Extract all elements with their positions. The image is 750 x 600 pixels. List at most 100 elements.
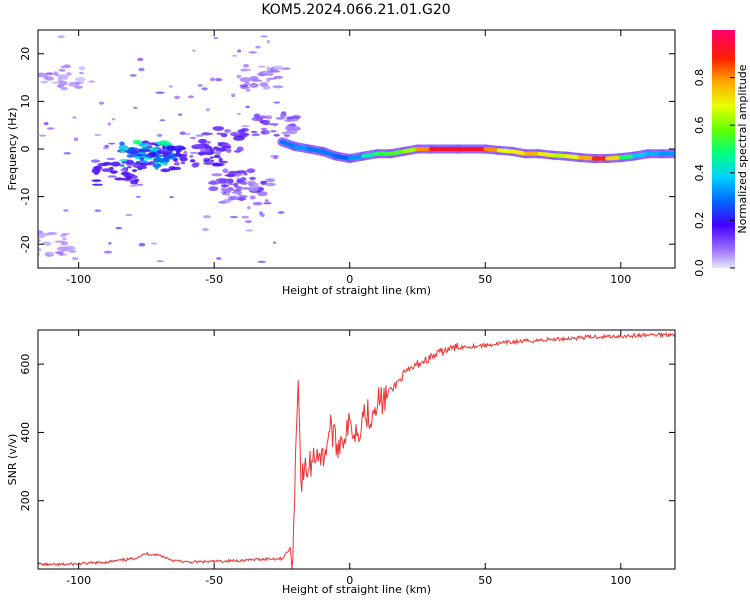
spectrogram-speckle: [102, 147, 109, 150]
spectrogram-speckle: [168, 85, 173, 88]
spectrogram-speckle: [91, 168, 101, 174]
spectrogram-speckle: [222, 168, 229, 174]
spectrogram-speckle: [56, 251, 62, 254]
snr-x-tick-label: 50: [478, 574, 492, 587]
spectrogram-speckle: [233, 136, 245, 141]
spectrogram-speckle: [273, 65, 284, 71]
spectrogram-speckle: [236, 192, 242, 196]
spectrogram-speckle: [266, 40, 270, 44]
spectrogram-speckle: [43, 122, 49, 126]
spectrogram-speckle: [260, 35, 268, 38]
spectrogram-speckle: [118, 145, 129, 150]
spectrogram-speckle: [213, 146, 220, 150]
spectrogram-speckle: [236, 146, 244, 152]
spectrogram-ridge-segment: [334, 154, 352, 161]
spectrogram-speckle: [243, 63, 249, 68]
spectrogram-speckle: [244, 220, 252, 224]
spectrogram-speckle: [64, 245, 76, 251]
spectrogram-speckle: [114, 177, 125, 181]
spectrogram-speckle: [239, 77, 252, 83]
spectrogram-speckle: [266, 72, 274, 76]
spectrogram-speckle: [119, 164, 125, 167]
spectrogram-speckle: [46, 232, 58, 235]
spectrogram-ridge-segment: [307, 147, 325, 154]
colorbar-ticks: 0.0 0.2 0.4 0.6 0.8: [693, 69, 735, 277]
spectrogram-speckle: [189, 155, 194, 158]
spectrogram-speckle: [187, 95, 194, 99]
spectrogram-speckle: [197, 151, 207, 156]
spectrogram-y-tick-label: 0: [19, 146, 32, 153]
spectrogram-speckle: [259, 211, 263, 215]
spectrogram-speckle: [250, 130, 258, 133]
spectrogram-speckle: [249, 76, 259, 81]
colorbar-tick-label: 0.0: [693, 259, 706, 277]
snr-panel: -100 -50 0 50 100 200 400 600 Height of straig…: [6, 329, 676, 596]
spectrogram-speckle: [273, 133, 280, 137]
spectrogram-speckle: [190, 136, 196, 140]
spectrogram-speckle: [176, 146, 187, 151]
spectrogram-speckle: [91, 179, 102, 183]
spectrogram-speckle: [161, 145, 167, 150]
spectrogram-speckle: [259, 82, 269, 87]
spectrogram-speckle: [257, 65, 266, 68]
spectrogram-speckle: [251, 133, 261, 137]
spectrogram-speckle: [230, 171, 242, 174]
spectrogram-speckle: [228, 187, 234, 190]
spectrogram-speckle: [160, 168, 171, 173]
spectrogram-speckle: [240, 181, 248, 185]
spectrogram-speckle: [191, 163, 199, 168]
spectrogram-speckle: [201, 132, 214, 136]
spectrogram-speckle: [134, 148, 140, 153]
spectrogram-speckle: [272, 85, 284, 89]
spectrogram-ridge-segment: [496, 148, 515, 154]
spectrogram-speckle: [103, 250, 112, 254]
spectrogram-x-axis-label: Height of straight line (km): [282, 284, 431, 297]
spectrogram-ridge-segment: [320, 149, 339, 159]
colorbar-label: Normalized spectral amplitude: [736, 64, 749, 233]
spectrogram-speckle: [229, 215, 238, 219]
spectrogram-speckle: [79, 71, 84, 75]
spectrogram-speckle: [238, 173, 243, 176]
spectrogram-speckle: [132, 139, 142, 145]
spectrogram-speckle: [249, 82, 259, 88]
spectrogram-speckle: [201, 87, 208, 91]
spectrogram-speckle: [229, 195, 239, 201]
spectrogram-speckle: [159, 119, 166, 122]
spectrogram-speckle: [220, 133, 228, 138]
spectrogram-speckle: [78, 66, 86, 71]
spectrogram-ridge-segment: [388, 149, 406, 156]
spectrogram-speckle: [173, 153, 183, 157]
spectrogram-ridge-segment: [347, 154, 366, 161]
spectrogram-speckle: [115, 226, 122, 230]
colorbar-gradient: [712, 30, 735, 268]
spectrogram-speckle: [108, 142, 116, 145]
spectrogram-speckle: [141, 140, 150, 144]
spectrogram-speckle: [92, 183, 103, 186]
spectrogram-speckle: [139, 157, 144, 161]
spectrogram-speckle: [137, 167, 143, 171]
spectrogram-speckle: [138, 67, 145, 72]
spectrogram-speckle: [210, 77, 215, 82]
spectrogram-y-tick-label: 10: [19, 94, 32, 108]
spectrogram-ridge-segment: [537, 151, 555, 158]
spectrogram-speckle: [245, 88, 251, 92]
spectrogram-speckle: [255, 45, 261, 49]
spectrogram-speckle: [165, 145, 178, 151]
spectrogram-speckle: [248, 181, 254, 187]
spectrogram-speckle: [88, 80, 95, 83]
spectrogram-speckle: [138, 242, 146, 247]
spectrogram-speckle: [155, 91, 165, 94]
spectrogram-speckle: [232, 54, 237, 57]
spectrogram-speckle: [97, 162, 109, 167]
spectrogram-speckle: [150, 242, 158, 245]
spectrogram-speckle: [198, 138, 208, 144]
snr-x-ticks: -100 -50 0 50 100: [66, 330, 631, 587]
spectrogram-speckle: [53, 71, 58, 76]
spectrogram-speckle: [63, 209, 69, 212]
spectrogram-speckle: [38, 232, 46, 238]
spectrogram-speckle: [57, 74, 69, 80]
spectrogram-speckle: [291, 115, 301, 120]
snr-x-tick-label: -100: [66, 574, 91, 587]
spectrogram-speckle: [138, 148, 151, 153]
spectrogram-ridge-segment: [605, 155, 623, 161]
